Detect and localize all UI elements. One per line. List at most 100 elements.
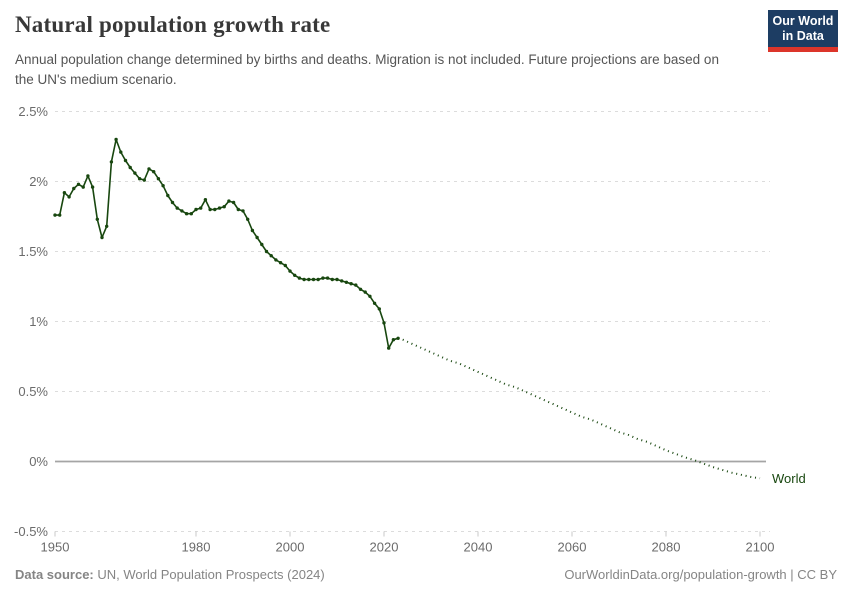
data-source: Data source: UN, World Population Prospe… — [15, 567, 325, 582]
projected-line[interactable] — [397, 337, 761, 480]
data-point — [180, 209, 184, 213]
data-point — [62, 191, 67, 195]
data-point — [377, 307, 381, 311]
data-point — [213, 207, 217, 212]
data-point — [358, 287, 363, 291]
y-axis-label: 0% — [29, 454, 48, 469]
data-point — [321, 276, 325, 280]
data-point — [344, 280, 349, 284]
data-point — [372, 301, 377, 305]
data-point — [217, 206, 222, 210]
owid-logo[interactable]: Our World in Data — [768, 10, 838, 52]
data-point — [283, 263, 287, 268]
data-point — [236, 207, 240, 212]
data-point — [100, 235, 104, 240]
data-point — [123, 158, 128, 163]
data-point — [133, 171, 137, 175]
x-axis-label: 2000 — [276, 540, 305, 555]
x-axis-label: 2080 — [652, 540, 681, 555]
data-point — [231, 200, 236, 205]
data-point — [278, 261, 283, 265]
owid-logo-line1: Our World — [772, 14, 834, 28]
data-point — [203, 198, 208, 202]
data-point — [81, 185, 85, 189]
data-point — [128, 165, 132, 170]
data-point — [184, 212, 189, 216]
x-axis-label: 2020 — [370, 540, 399, 555]
data-source-label: Data source: — [15, 567, 94, 582]
data-point — [269, 254, 273, 258]
data-point — [349, 282, 353, 286]
data-point — [260, 242, 264, 247]
data-point — [311, 277, 316, 282]
data-point — [316, 277, 320, 282]
y-axis-label: 0.5% — [18, 384, 48, 399]
data-point — [396, 336, 400, 340]
chart-footer: Data source: UN, World Population Prospe… — [15, 567, 837, 582]
owid-logo-line2: in Data — [782, 29, 824, 43]
data-point — [109, 160, 114, 164]
owid-logo-red-bar — [768, 47, 838, 52]
data-point — [354, 283, 358, 287]
data-point — [105, 224, 109, 228]
x-axis-label: 2060 — [558, 540, 587, 555]
y-axis-label: -0.5% — [14, 524, 48, 539]
x-axis-label: 2100 — [746, 540, 775, 555]
data-point — [194, 207, 198, 212]
data-point — [72, 186, 76, 191]
data-point — [58, 213, 62, 217]
data-point — [241, 209, 245, 213]
data-point — [363, 290, 367, 294]
data-point — [391, 338, 396, 342]
data-point — [166, 193, 170, 198]
y-axis-label: 1.5% — [18, 244, 48, 259]
x-axis-label: 1950 — [41, 540, 70, 555]
data-source-text: UN, World Population Prospects (2024) — [97, 567, 325, 582]
data-point — [137, 177, 142, 181]
x-axis-label: 2040 — [464, 540, 493, 555]
data-point — [250, 228, 255, 233]
owid-logo-box: Our World in Data — [768, 10, 838, 47]
y-axis-label: 2.5% — [18, 104, 48, 119]
data-point — [170, 200, 175, 205]
data-point — [86, 174, 90, 178]
data-point — [264, 249, 269, 254]
data-point — [288, 269, 292, 273]
data-point — [114, 137, 118, 142]
data-point — [95, 217, 100, 221]
y-axis-label: 2% — [29, 174, 48, 189]
data-point — [152, 170, 156, 174]
data-point — [325, 276, 330, 280]
data-point — [302, 277, 306, 282]
data-point — [142, 178, 146, 182]
footer-citation-link[interactable]: OurWorldinData.org/population-growth | C… — [564, 567, 837, 582]
data-point — [208, 207, 212, 212]
data-point — [67, 195, 71, 199]
data-point — [222, 205, 226, 209]
data-point — [189, 212, 193, 216]
data-point — [330, 277, 334, 282]
data-point — [227, 199, 231, 203]
data-point — [175, 206, 179, 210]
page-title: Natural population growth rate — [15, 12, 331, 37]
data-point — [274, 258, 278, 262]
data-point — [335, 277, 339, 282]
data-point — [246, 217, 250, 221]
data-point — [199, 206, 203, 210]
data-point — [297, 276, 302, 280]
observed-line[interactable] — [55, 138, 399, 349]
series-label-world[interactable]: World — [772, 471, 806, 486]
data-point — [53, 213, 57, 217]
data-point — [340, 279, 344, 283]
y-axis-label: 1% — [29, 314, 48, 329]
data-point — [255, 235, 259, 240]
data-point — [161, 184, 165, 188]
data-point — [156, 177, 161, 181]
data-point — [368, 294, 372, 298]
x-axis-label: 1980 — [182, 540, 211, 555]
data-point — [307, 277, 311, 282]
data-point — [119, 150, 123, 154]
data-point — [387, 346, 391, 350]
